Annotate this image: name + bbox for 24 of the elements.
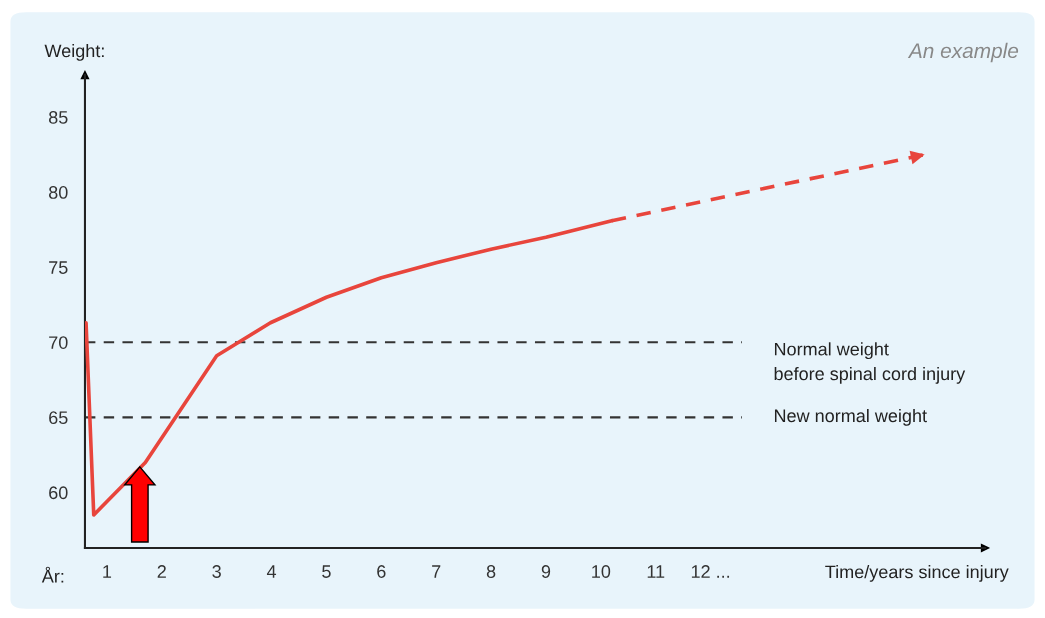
x-tick-label: 9 (541, 565, 551, 578)
y-tick-label: 80 (48, 186, 68, 199)
y-axis-title: Weight: (44, 44, 104, 61)
x-tick-label: 5 (322, 565, 331, 578)
x-tick-label: 6 (377, 565, 386, 578)
x-tick-label: 7 (432, 565, 441, 578)
x-tick-label: 3 (212, 565, 221, 578)
y-tick-label: 60 (49, 486, 68, 500)
x-tick-label: 1 (103, 565, 112, 578)
y-tick-label: 75 (49, 261, 68, 274)
x-tick-label: 10 (592, 565, 611, 578)
text: An example (907, 42, 1019, 63)
x-tick-label: 11 (647, 565, 665, 578)
x-tick-label: 12 ... (691, 565, 730, 578)
text: År: (41, 566, 64, 583)
x-tick-label: 4 (266, 565, 277, 578)
ref-line-label: New normal weight (774, 408, 927, 426)
y-tick-label: 85 (48, 111, 68, 124)
x-axis-title: Time/years since injury (825, 565, 1009, 582)
y-tick-label: 65 (49, 411, 68, 425)
x-tick-label: 8 (486, 565, 496, 578)
ref-line-label: Normal weight before spinal cord injury (774, 342, 966, 384)
y-tick-label: 70 (49, 336, 68, 349)
x-tick-label: 2 (157, 565, 166, 578)
